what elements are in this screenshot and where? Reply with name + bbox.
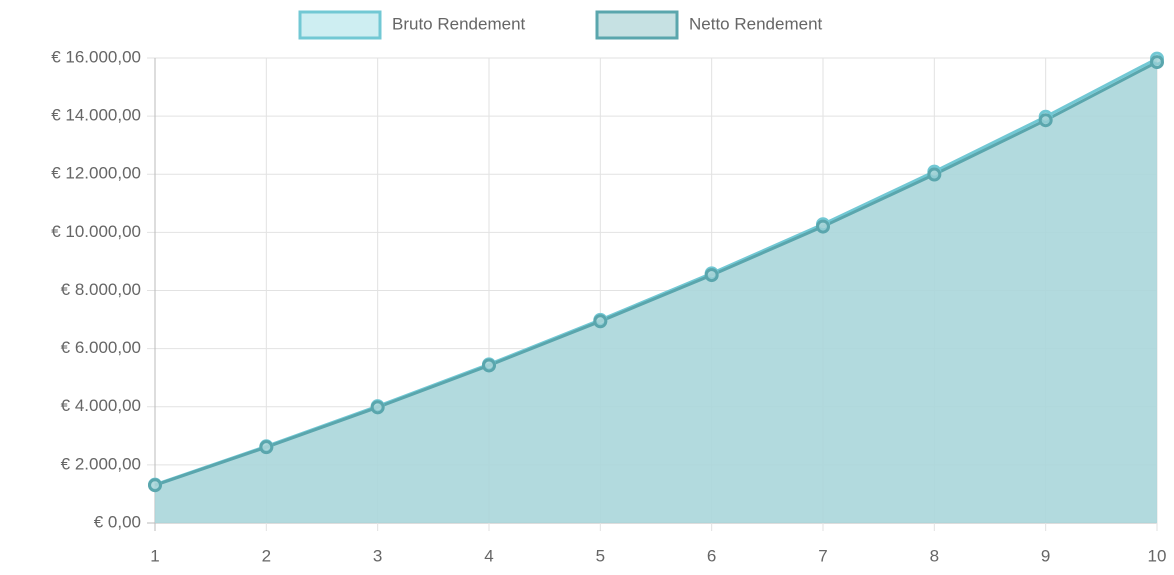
area [155,62,1157,523]
x-tick-label: 1 [150,546,159,565]
x-tick-label: 7 [818,546,827,565]
x-tick-label: 9 [1041,546,1050,565]
x-tick-label: 3 [373,546,382,565]
point [259,440,274,455]
y-tick-label: € 8.000,00 [61,280,141,299]
y-tick-label: € 6.000,00 [61,338,141,357]
legend-label: Bruto Rendement [392,14,526,33]
legend-swatch [298,10,382,40]
x-tick-label: 10 [1148,546,1167,565]
y-tick-label: € 2.000,00 [61,454,141,473]
line [154,60,1158,487]
point [1038,113,1053,128]
x-tick-label: 8 [930,546,939,565]
y-tick-label: € 12.000,00 [51,164,141,183]
point [370,400,385,415]
y-tick-label: € 0,00 [94,512,141,531]
y-tick-label: € 10.000,00 [51,222,141,241]
x-tick-label: 5 [596,546,605,565]
y-tick-label: € 14.000,00 [51,106,141,125]
point [927,167,942,182]
point [1150,55,1164,70]
legend-swatch [595,10,679,40]
point [816,219,830,234]
point [593,314,608,329]
point [482,358,496,373]
x-tick-label: 6 [707,546,716,565]
x-tick-label: 2 [262,546,271,565]
point [704,268,719,283]
y-tick-label: € 16.000,00 [51,47,141,66]
legend-label: Netto Rendement [689,14,823,33]
y-tick-label: € 4.000,00 [61,396,141,415]
point [148,478,162,493]
x-tick-label: 4 [484,546,493,565]
